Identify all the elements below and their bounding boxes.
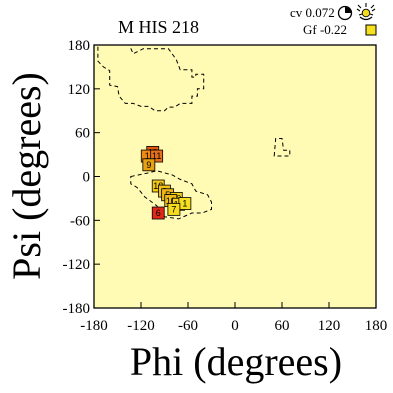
- y-tick-label: -120: [63, 257, 91, 273]
- y-tick-label: 120: [68, 82, 91, 98]
- region-outline-alpha: [130, 170, 212, 220]
- x-tick-label: 180: [365, 318, 388, 334]
- chart-title: M HIS 218: [118, 17, 199, 37]
- region-outlines: [97, 44, 291, 220]
- residue-point: 7: [167, 202, 181, 216]
- point-marker: [167, 202, 181, 216]
- sun-icon: [356, 3, 376, 21]
- data-points: 1911191825201017176: [140, 145, 192, 220]
- y-tick-label: 0: [83, 170, 91, 186]
- plot-background: [93, 44, 377, 309]
- y-tick-label: -180: [63, 301, 91, 317]
- y-tick-label: 180: [68, 38, 91, 54]
- point-label: 9: [146, 160, 151, 170]
- x-tick-label: 60: [275, 318, 290, 334]
- axis-ticks: -180 -120 -60 0 60 120 180 180 120 60 0 -60 -120 -180: [63, 38, 388, 334]
- gf-color-box: [365, 24, 377, 36]
- y-tick-label: -60: [70, 213, 90, 229]
- region-outline-beta: [97, 44, 205, 112]
- point-label: 1: [145, 151, 150, 161]
- point-label: 10: [166, 196, 176, 206]
- y-tick-label: 60: [75, 126, 90, 142]
- region-outline-left-alpha: [273, 138, 291, 157]
- cv-label: cv 0.072: [290, 5, 335, 20]
- x-tick-label: -180: [80, 318, 108, 334]
- cv-clock-icon: [337, 5, 353, 21]
- x-tick-label: 120: [318, 318, 341, 334]
- x-tick-label: -120: [127, 318, 155, 334]
- x-axis-title: Phi (degrees): [130, 339, 342, 384]
- residue-point: 6: [151, 206, 165, 220]
- point-label: 6: [156, 208, 161, 218]
- point-label: 11: [152, 151, 161, 161]
- point-marker: [142, 158, 156, 172]
- point-marker: [151, 206, 165, 220]
- point-label: 7: [171, 205, 176, 215]
- gf-label: Gf -0.22: [303, 22, 347, 37]
- y-axis-title: Psi (degrees): [4, 72, 49, 280]
- residue-point: 9: [142, 158, 156, 172]
- x-tick-label: 0: [231, 318, 239, 334]
- x-tick-label: -60: [178, 318, 198, 334]
- point-label: 1: [182, 199, 187, 209]
- residue-point: 1: [178, 197, 192, 210]
